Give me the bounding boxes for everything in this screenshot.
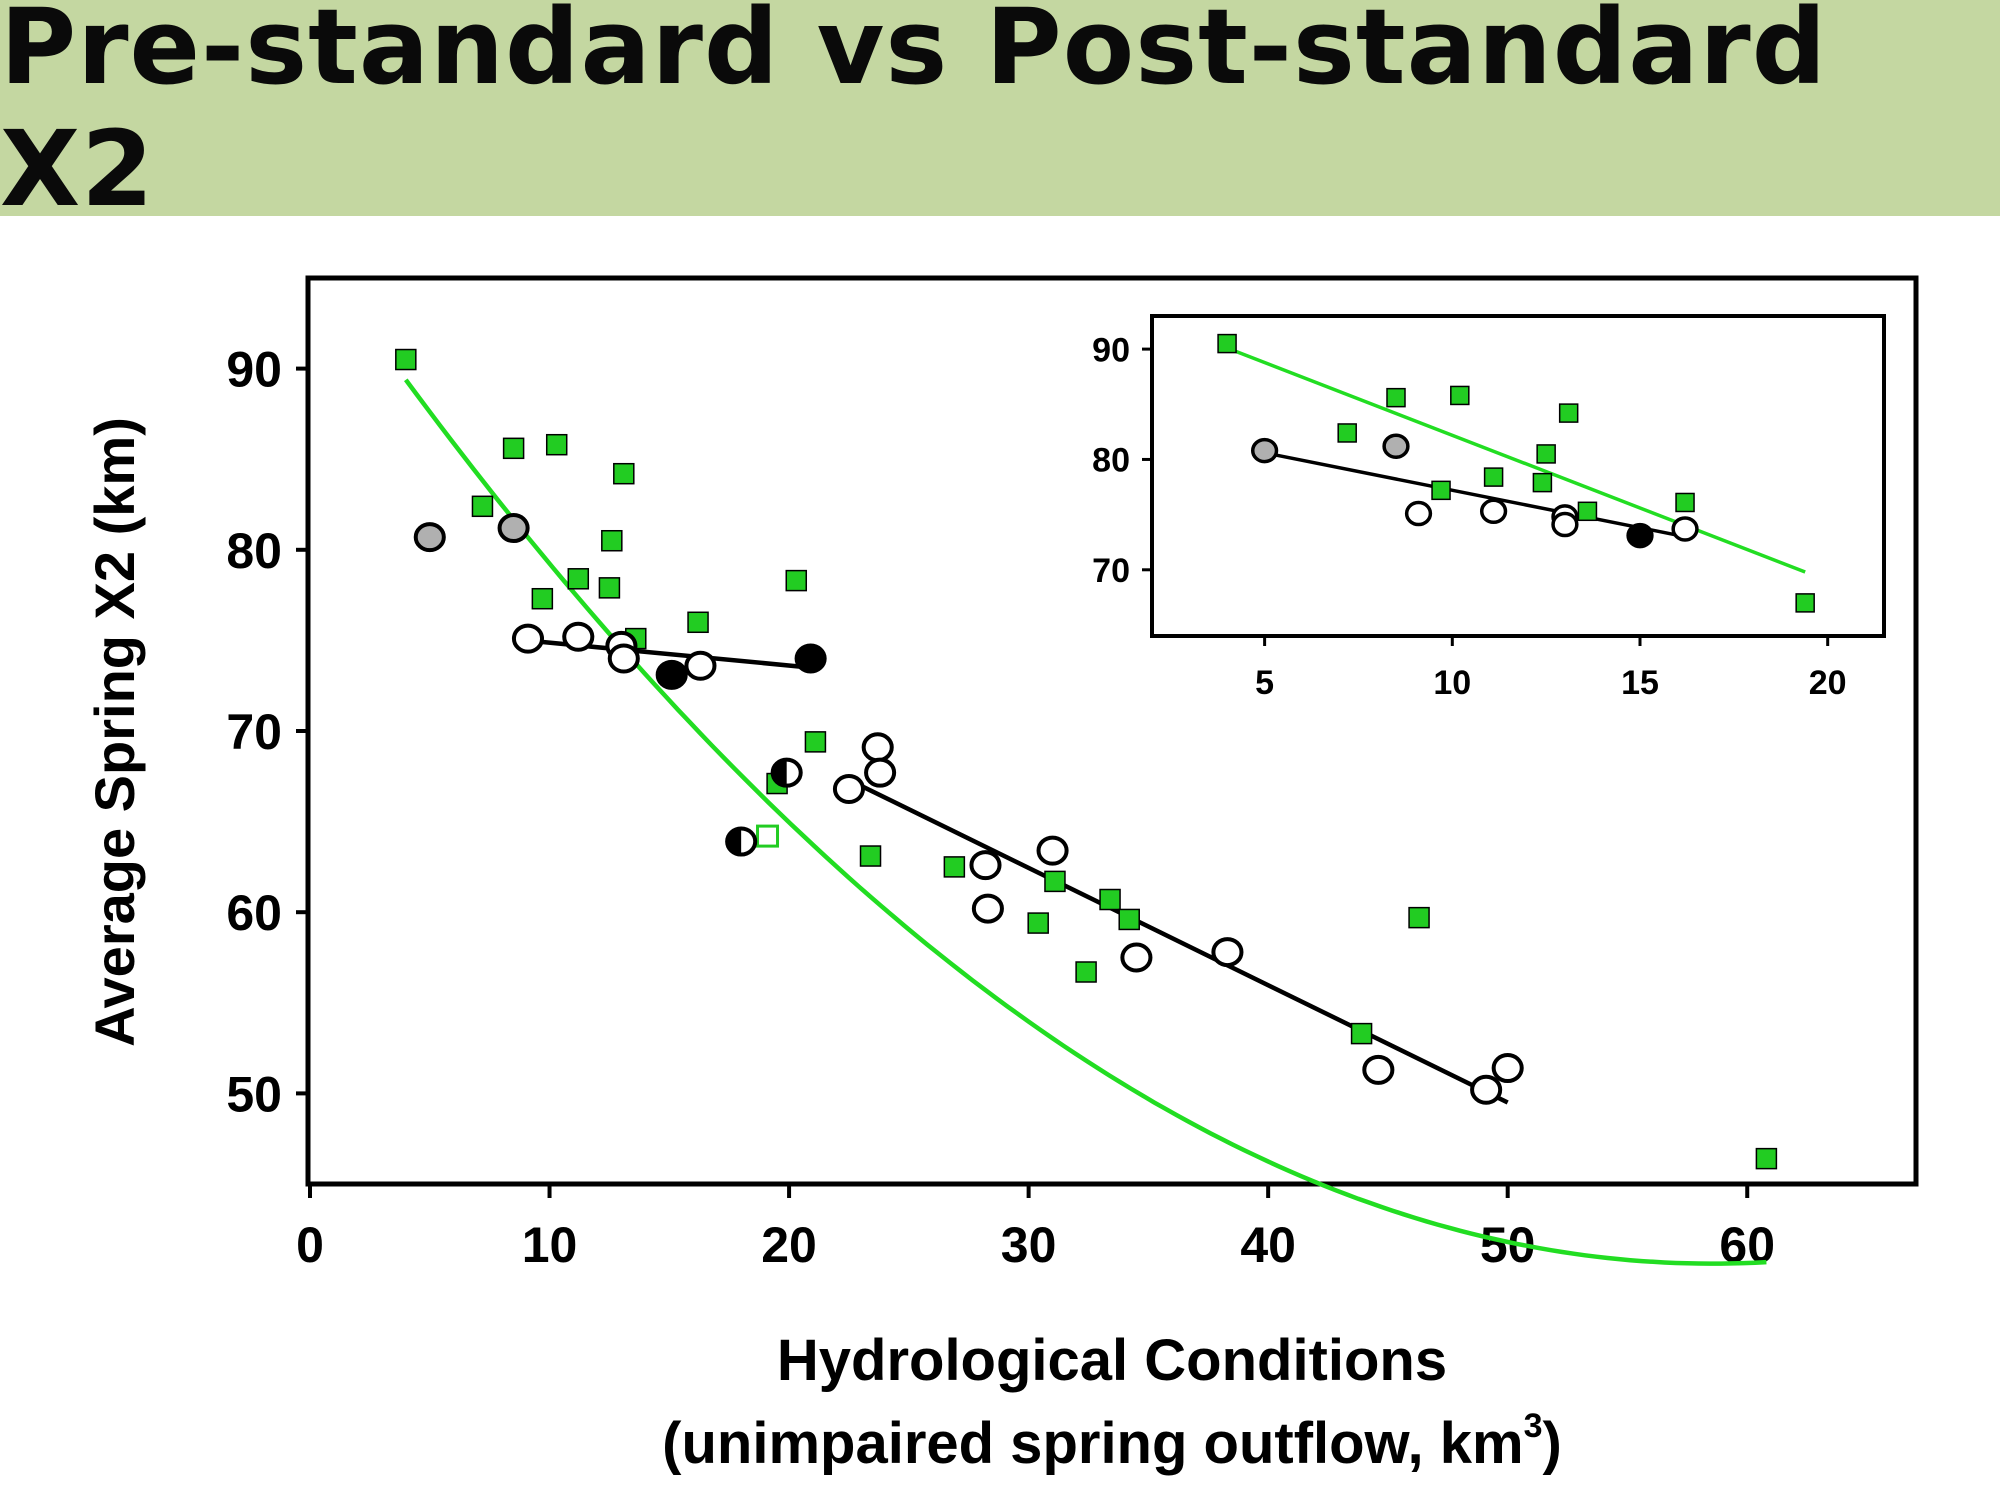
green-square-point — [1027, 912, 1049, 934]
green-square-point — [1350, 1022, 1373, 1045]
y-tick-label: 90 — [1092, 331, 1130, 369]
x-tick-label: 10 — [1433, 664, 1471, 702]
open-circle-point — [1211, 937, 1244, 968]
open-circle-point — [607, 643, 640, 674]
page-title: Pre-standard vs Post-standard X2 — [0, 0, 1828, 230]
green-square-point — [1532, 472, 1553, 493]
green-square-point — [567, 568, 590, 590]
green-square-point — [1483, 467, 1504, 487]
half-circle-outline — [725, 826, 758, 857]
green-square-point — [1044, 870, 1066, 893]
filled-circle-point — [1626, 522, 1654, 549]
x-tick-label: 0 — [296, 1217, 324, 1273]
y-tick-label: 80 — [226, 523, 282, 579]
inset-plot-background — [1152, 316, 1884, 636]
green-square-point — [598, 577, 621, 599]
open-circle-point — [1479, 498, 1508, 525]
y-axis-title: Average Spring X2 (km) — [83, 417, 146, 1047]
gray-circle-point — [1382, 433, 1410, 459]
green-square-point — [1795, 593, 1815, 613]
open-circle-point — [1362, 1054, 1395, 1085]
inset-plot-frame — [1150, 314, 1886, 638]
green-square-point — [1386, 387, 1406, 408]
inset-plot-layer: 5 10 15 20 70 80 90 — [1092, 331, 1846, 702]
black-fit-line — [1264, 451, 1686, 539]
open-circle-point — [1671, 516, 1699, 542]
x-tick-label: 20 — [1809, 664, 1847, 702]
y-tick-label: 60 — [226, 885, 282, 941]
green-square-point — [1755, 1147, 1778, 1170]
open-circle-point — [1491, 1053, 1524, 1084]
y-tick-label: 90 — [226, 342, 282, 398]
green-square-point — [471, 495, 494, 518]
x-axis-subtitle-close: ) — [1543, 1411, 1562, 1476]
open-circle-point — [1551, 511, 1579, 538]
green-square-point — [859, 845, 882, 867]
open-circle-point — [1120, 942, 1153, 973]
green-square-point — [1217, 333, 1237, 354]
open-green-square-point — [756, 824, 780, 848]
x-tick-label: 10 — [522, 1217, 578, 1273]
open-circle-point — [971, 893, 1004, 924]
green-square-point — [785, 569, 808, 592]
green-square-point — [687, 611, 709, 634]
gray-circle-point — [1250, 437, 1279, 464]
green-square-point — [395, 348, 417, 371]
open-circle-point — [861, 732, 894, 763]
open-circle-point — [684, 650, 717, 681]
green-square-point — [1337, 423, 1357, 443]
x-tick-label: 20 — [761, 1217, 817, 1273]
title-banner — [0, 0, 2000, 216]
x-tick-label: 40 — [1240, 1217, 1296, 1273]
open-circle-point — [864, 757, 897, 788]
x-axis-subtitle-main: (unimpaired spring outflow, km — [662, 1411, 1523, 1476]
open-circle-point — [511, 623, 545, 654]
y-tick-label: 70 — [1092, 552, 1130, 590]
x-tick-label: 5 — [1255, 664, 1274, 702]
filled-circle-point — [794, 643, 827, 674]
green-square-point — [613, 462, 635, 485]
green-square-point — [531, 587, 554, 610]
open-circle-point — [562, 621, 595, 652]
y-tick-label: 50 — [226, 1066, 282, 1122]
gray-circle-point — [497, 513, 530, 544]
open-circle-point — [1404, 500, 1433, 527]
green-square-point — [1118, 908, 1140, 931]
green-square-point — [804, 731, 827, 753]
green-square-point — [1431, 480, 1451, 501]
open-circle-point — [832, 773, 866, 804]
green-square-point — [943, 856, 966, 878]
green-square-point — [601, 529, 623, 552]
x-axis-subtitle: (unimpaired spring outflow, km3) — [662, 1407, 1562, 1476]
half-filled-circle-point — [770, 757, 803, 788]
black-fit-line — [847, 777, 1509, 1105]
green-fit-line — [1226, 346, 1806, 574]
y-tick-label: 70 — [226, 704, 282, 760]
y-tick-label: 80 — [1092, 442, 1130, 480]
green-square-point — [1099, 888, 1121, 911]
green-square-point — [1450, 385, 1470, 406]
green-square-point — [502, 437, 525, 460]
green-square-point — [1675, 492, 1695, 513]
green-square-point — [545, 433, 568, 456]
open-circle-point — [1470, 1074, 1503, 1105]
x-axis-subtitle-superscript: 3 — [1524, 1407, 1543, 1445]
green-square-point — [1075, 961, 1097, 983]
green-square-point — [1536, 444, 1556, 464]
green-square-point — [1577, 501, 1598, 522]
open-circle-point — [969, 850, 1002, 881]
green-square-point — [1558, 403, 1579, 423]
green-square-point — [1408, 906, 1430, 929]
half-filled-circle-point — [725, 826, 758, 857]
x-axis-title: Hydrological Conditions — [777, 1328, 1447, 1393]
x-tick-label: 15 — [1621, 664, 1659, 702]
open-circle-point — [1036, 835, 1069, 866]
gray-circle-point — [413, 522, 446, 553]
x-tick-label: 30 — [1001, 1217, 1057, 1273]
filled-circle-point — [655, 659, 688, 690]
half-circle-outline — [770, 757, 803, 788]
